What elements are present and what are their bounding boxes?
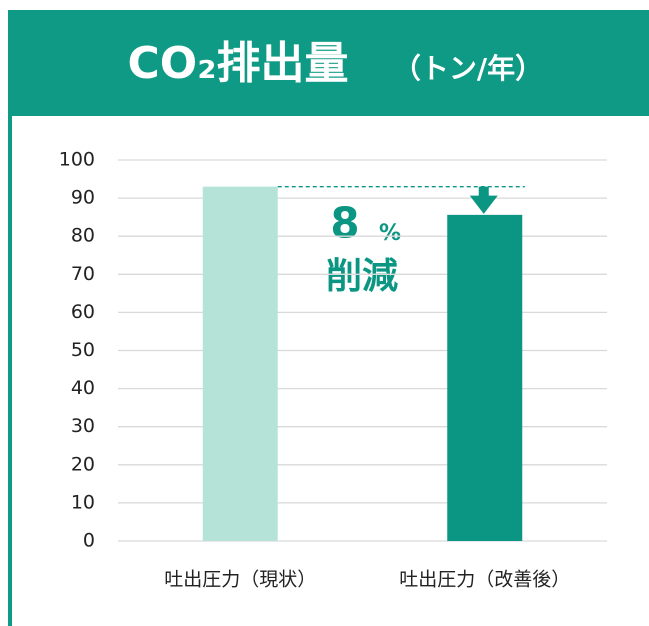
y-tick-label: 40 xyxy=(71,377,95,399)
annotation-number: 8 xyxy=(330,199,359,248)
y-tick-label: 50 xyxy=(71,339,95,361)
bar xyxy=(202,186,278,542)
annotation-unit: % xyxy=(379,221,401,246)
y-tick-label: 10 xyxy=(71,491,95,513)
arrow-shaft xyxy=(478,186,489,197)
y-tick-label: 30 xyxy=(71,415,95,437)
x-tick-label: 吐出圧力（現状） xyxy=(164,569,316,591)
header xyxy=(8,10,649,116)
y-tick-label: 100 xyxy=(59,149,95,171)
y-tick-label: 70 xyxy=(71,263,95,285)
y-tick-label: 20 xyxy=(71,453,95,475)
chart-title: CO₂排出量 xyxy=(128,38,349,89)
y-tick-label: 80 xyxy=(71,225,95,247)
chart-unit: （トン/年） xyxy=(393,52,543,85)
bar xyxy=(447,214,523,541)
x-tick-label: 吐出圧力（改善後） xyxy=(399,569,570,591)
arrow-head xyxy=(469,195,498,214)
y-tick-label: 60 xyxy=(71,301,95,323)
y-tick-label: 0 xyxy=(83,530,95,552)
y-tick-label: 90 xyxy=(71,187,95,209)
annotation-text: 削減 xyxy=(326,256,398,297)
frame-left xyxy=(8,116,12,626)
